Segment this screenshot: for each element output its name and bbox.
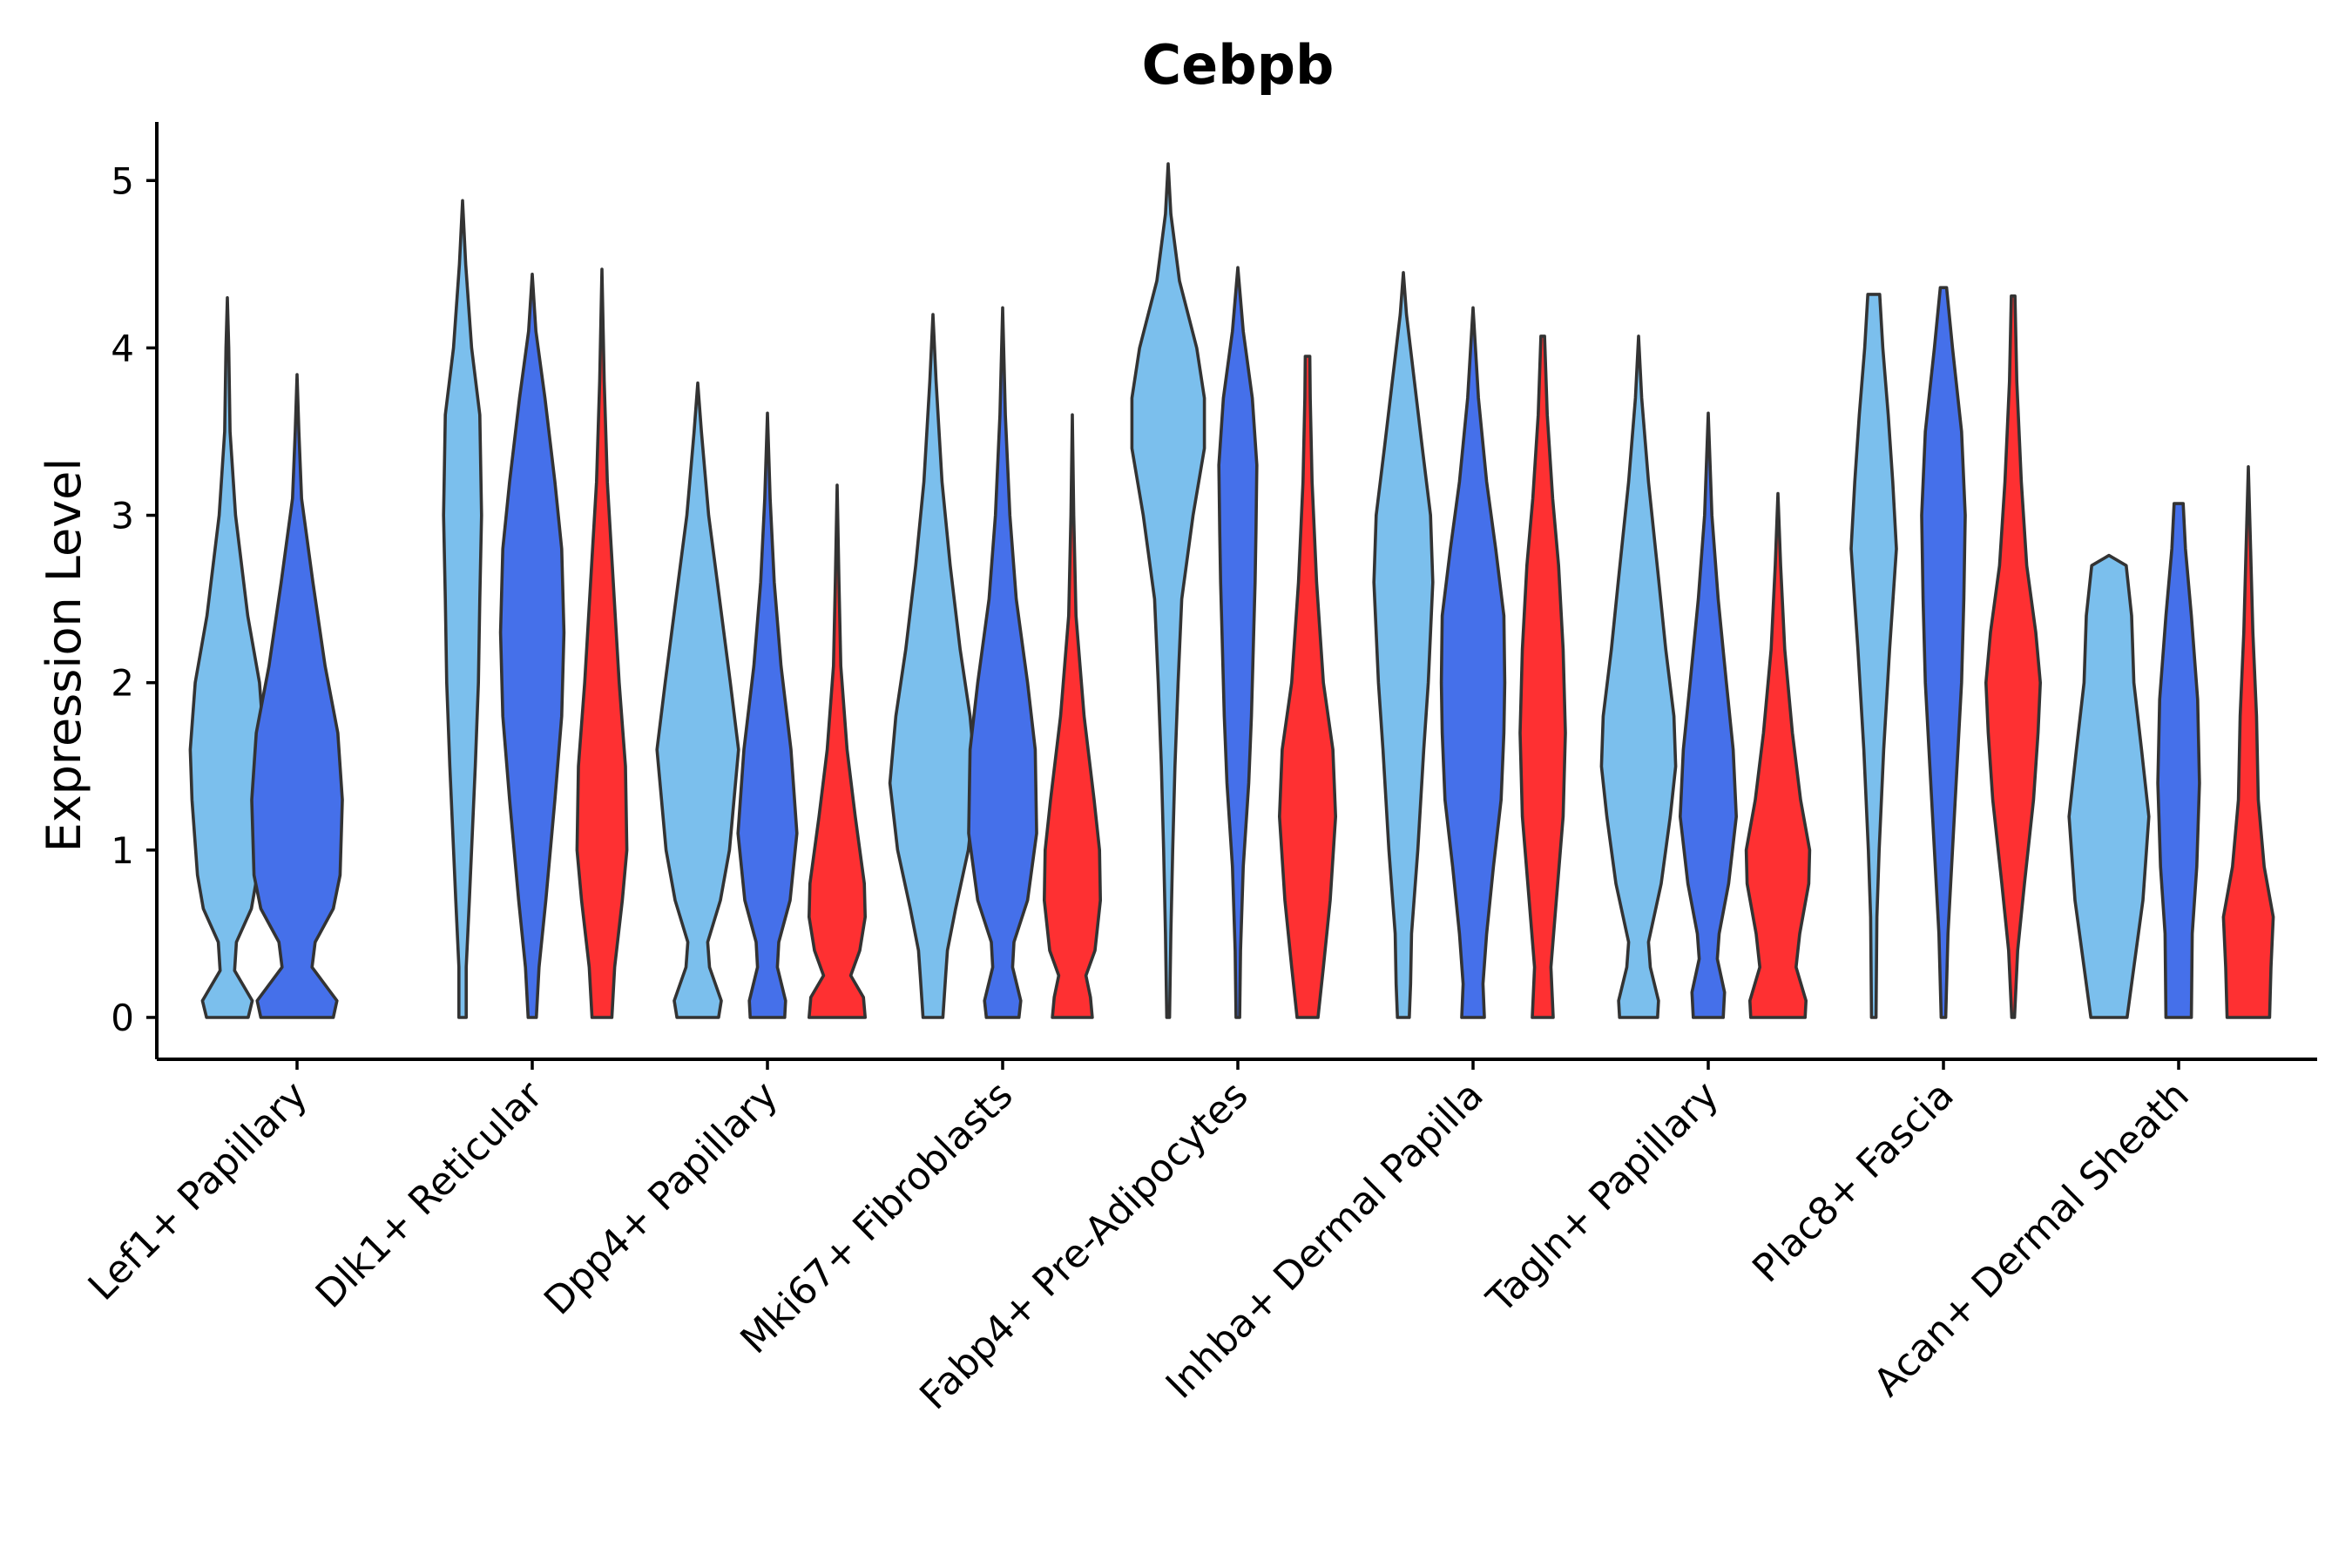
violin-group-2-3 bbox=[967, 306, 1038, 1019]
violin-group-1-7 bbox=[1849, 293, 1898, 1019]
violin-group-1-1 bbox=[442, 199, 483, 1019]
violin-group-3-5 bbox=[1518, 335, 1567, 1019]
y-tick-label: 5 bbox=[111, 159, 134, 202]
x-tick-label: Tagln+ Papillary bbox=[1478, 1073, 1727, 1322]
x-tick-label: Lef1+ Papillary bbox=[80, 1073, 316, 1309]
violin-group-3-7 bbox=[1984, 294, 2042, 1019]
violin-group-3-8 bbox=[2221, 465, 2275, 1019]
violin-group-2-4 bbox=[1217, 266, 1259, 1019]
violin-group-1-5 bbox=[1372, 271, 1435, 1019]
violin-group-1-4 bbox=[1130, 162, 1206, 1019]
violin-group-2-6 bbox=[1679, 411, 1738, 1019]
violin-layer bbox=[188, 162, 2275, 1019]
y-tick-label: 3 bbox=[111, 495, 134, 537]
y-tick-label: 0 bbox=[111, 997, 134, 1039]
x-tick-label: Dpp4+ Papillary bbox=[536, 1073, 787, 1324]
y-axis: 0 1 2 3 4 5 bbox=[111, 122, 159, 1059]
violin-group-3-2 bbox=[808, 483, 867, 1019]
violin-group-1-8 bbox=[2067, 553, 2151, 1019]
y-axis-label: Expression Level bbox=[37, 458, 91, 853]
violin-group-1-0 bbox=[188, 296, 267, 1019]
violin-group-2-8 bbox=[2156, 502, 2201, 1019]
violin-group-2-2 bbox=[736, 411, 799, 1019]
y-tick-label: 4 bbox=[111, 327, 134, 369]
violin-group-3-4 bbox=[1278, 355, 1337, 1019]
violin-group-2-0 bbox=[250, 373, 344, 1019]
y-tick-label: 1 bbox=[111, 829, 134, 872]
x-tick-label: Plac8+ Fascia bbox=[1744, 1073, 1963, 1292]
violin-group-2-1 bbox=[498, 273, 566, 1019]
chart-title: Cebpb bbox=[1142, 33, 1335, 97]
violin-group-1-2 bbox=[655, 381, 740, 1019]
violin-group-1-6 bbox=[1599, 335, 1678, 1019]
violin-group-3-1 bbox=[575, 267, 629, 1019]
x-tick-label: Dlk1+ Reticular bbox=[308, 1072, 552, 1317]
y-tick-label: 2 bbox=[111, 662, 134, 705]
violin-group-2-7 bbox=[1920, 286, 1967, 1019]
violin-group-2-5 bbox=[1439, 306, 1507, 1019]
violin-group-1-3 bbox=[888, 313, 978, 1019]
violin-group-3-3 bbox=[1043, 413, 1102, 1019]
violin-group-3-6 bbox=[1744, 491, 1812, 1019]
